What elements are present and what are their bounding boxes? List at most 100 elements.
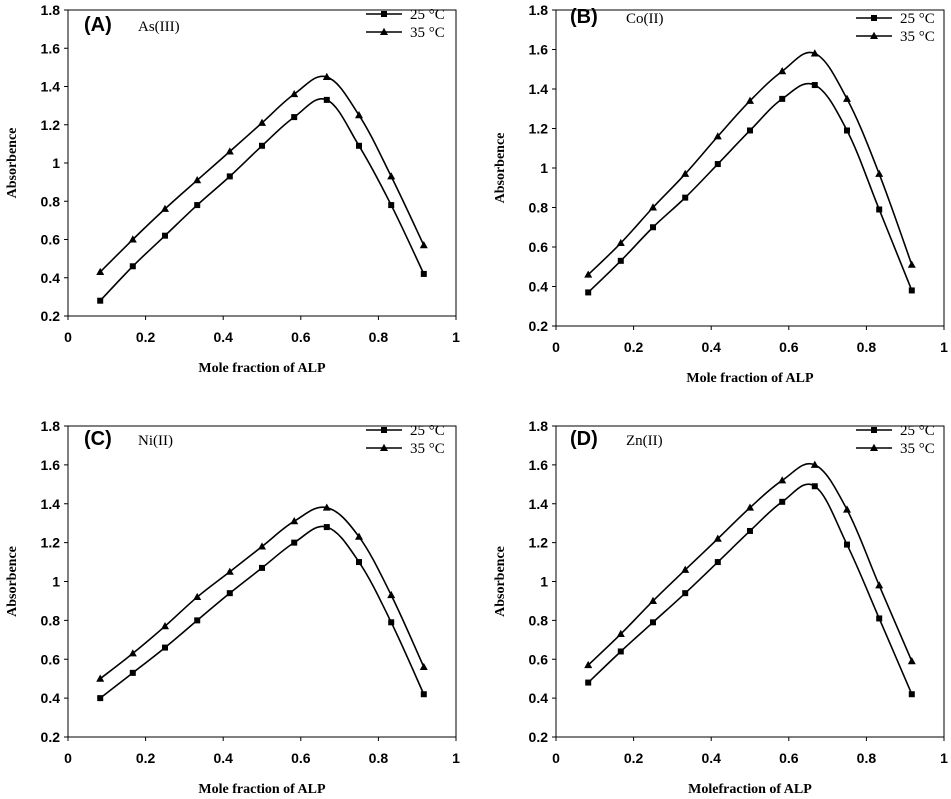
- data-point: [290, 517, 299, 525]
- data-point: [649, 596, 657, 604]
- x-tick-label: 0: [64, 750, 72, 766]
- data-point: [617, 648, 624, 655]
- data-point: [810, 460, 819, 468]
- data-point: [291, 539, 298, 546]
- legend-label: 25 °C: [900, 423, 935, 439]
- series-line: [587, 51, 913, 276]
- data-point: [810, 49, 819, 57]
- x-tick-label: 0: [552, 750, 560, 766]
- y-tick-label: 1.8: [41, 2, 61, 18]
- y-tick-label: 1.8: [529, 2, 549, 18]
- y-tick-label: 1.8: [529, 418, 549, 434]
- data-point: [162, 232, 168, 239]
- y-tick-label: 1.2: [529, 535, 549, 551]
- series-line: [99, 98, 425, 302]
- data-point: [585, 289, 592, 296]
- data-point: [225, 567, 234, 575]
- data-point: [420, 691, 427, 698]
- data-point: [193, 176, 202, 184]
- x-axis-title: Mole fraction of ALP: [686, 371, 814, 386]
- data-point: [907, 260, 916, 268]
- y-tick-label: 0.2: [41, 308, 61, 324]
- data-point: [322, 503, 331, 511]
- data-point: [747, 527, 753, 534]
- data-point: [616, 629, 625, 637]
- data-point: [388, 619, 395, 626]
- series-triangle: 35 °C: [584, 441, 935, 669]
- y-tick-label: 1.4: [529, 496, 549, 512]
- data-point: [843, 505, 851, 513]
- y-tick-label: 1.6: [41, 457, 61, 473]
- data-point: [323, 96, 330, 103]
- x-tick-label: 0.4: [701, 339, 721, 355]
- panel-letter: (B): [570, 6, 598, 28]
- data-point: [746, 503, 754, 511]
- data-point: [419, 241, 428, 249]
- y-tick-label: 0.2: [41, 729, 61, 745]
- metal-ion-label: Zn(II): [626, 433, 663, 449]
- x-tick-label: 0.6: [779, 750, 799, 766]
- x-tick-label: 1: [940, 750, 948, 766]
- y-tick-label: 0.4: [529, 279, 549, 295]
- data-point: [226, 173, 233, 180]
- legend-label: 35 °C: [410, 441, 445, 457]
- series-line: [99, 525, 425, 699]
- x-tick-label: 0.4: [701, 750, 721, 766]
- data-point: [908, 287, 915, 294]
- x-tick-label: 0.8: [857, 750, 877, 766]
- data-point: [356, 142, 362, 149]
- data-point: [355, 532, 363, 540]
- legend-marker: [871, 427, 877, 433]
- data-point: [259, 142, 265, 149]
- data-point: [650, 619, 656, 626]
- series-line: [99, 506, 425, 680]
- data-point: [584, 660, 593, 669]
- panel-letter: (D): [570, 428, 598, 450]
- data-point: [713, 534, 722, 542]
- legend-marker: [381, 427, 387, 433]
- y-tick-label: 0.4: [41, 690, 61, 706]
- data-point: [650, 224, 656, 231]
- plot-frame: [67, 9, 457, 317]
- data-point: [161, 622, 169, 630]
- data-point: [97, 695, 104, 702]
- y-tick-label: 0.6: [529, 239, 549, 255]
- data-point: [907, 656, 916, 665]
- x-tick-label: 1: [452, 750, 460, 766]
- data-point: [617, 257, 624, 264]
- y-tick-label: 1: [540, 574, 548, 590]
- legend-label: 25 °C: [410, 423, 445, 439]
- data-point: [714, 559, 721, 566]
- x-tick-label: 0.2: [624, 750, 644, 766]
- series-line: [587, 82, 913, 294]
- y-tick-label: 1.2: [41, 117, 61, 133]
- y-tick-label: 1: [52, 574, 60, 590]
- x-tick-label: 1: [940, 339, 948, 355]
- x-tick-label: 0.4: [213, 329, 233, 345]
- data-point: [96, 267, 105, 276]
- x-tick-label: 0.6: [291, 329, 311, 345]
- x-tick-label: 0.2: [136, 329, 156, 345]
- legend-label: 25 °C: [410, 7, 445, 23]
- data-point: [290, 89, 299, 98]
- data-point: [681, 565, 690, 573]
- y-axis-title: Absorbence: [5, 128, 20, 199]
- chart-panel-c: 0.20.40.60.811.21.41.61.80 0.2 0.4 0.6 0.8 1M…: [5, 418, 460, 797]
- data-point: [387, 172, 396, 180]
- legend-label: 35 °C: [900, 29, 935, 45]
- y-tick-label: 1.6: [529, 42, 549, 58]
- y-axis-title: Absorbence: [5, 546, 20, 617]
- x-tick-label: 0.8: [857, 339, 877, 355]
- series-triangle: 35 °C: [96, 441, 445, 682]
- y-tick-label: 0.4: [529, 690, 549, 706]
- y-tick-label: 0.8: [529, 200, 549, 216]
- y-axis-title: Absorbence: [493, 133, 508, 204]
- data-point: [585, 679, 592, 686]
- legend-label: 35 °C: [900, 441, 935, 457]
- y-tick-label: 0.6: [41, 651, 61, 667]
- legend-marker: [870, 443, 878, 451]
- data-point: [291, 114, 298, 121]
- data-point: [875, 169, 884, 177]
- data-point: [194, 617, 201, 624]
- metal-ion-label: Ni(II): [138, 433, 173, 449]
